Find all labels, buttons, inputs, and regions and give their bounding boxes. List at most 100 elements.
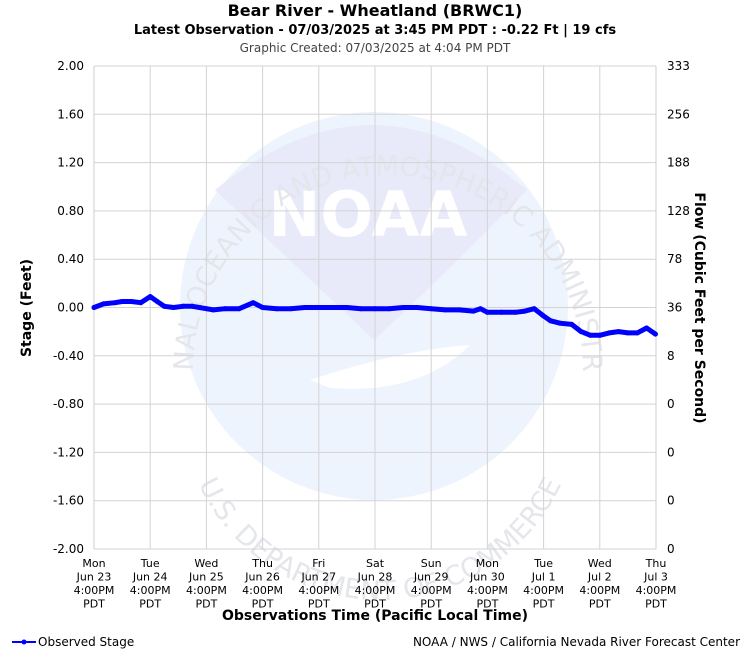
x-tick-label: Tue bbox=[140, 557, 160, 570]
observed-stage-point bbox=[386, 306, 392, 312]
x-tick-label: Jun 24 bbox=[132, 571, 168, 584]
x-tick-label: 4:00PM bbox=[467, 584, 508, 597]
chart-subtitle: Latest Observation - 07/03/2025 at 3:45 … bbox=[134, 23, 616, 38]
x-tick-label: PDT bbox=[476, 598, 498, 611]
y-tick-label: 0.80 bbox=[57, 204, 84, 218]
y2-tick-label: 188 bbox=[667, 156, 690, 170]
observed-stage-point bbox=[196, 305, 202, 310]
y-axis-ticks: 2.00 1.60 1.20 0.80 0.40 0.00 -0.40 -0.80 -1.20 -… bbox=[53, 59, 84, 556]
observed-stage-point bbox=[548, 318, 554, 324]
x-tick-label: Wed bbox=[194, 557, 218, 570]
observed-stage-point bbox=[203, 306, 209, 312]
y-tick-label: 1.60 bbox=[57, 107, 84, 121]
observed-stage-point bbox=[541, 313, 547, 319]
observed-stage-point bbox=[91, 305, 97, 310]
y2-tick-label: 128 bbox=[667, 204, 690, 218]
x-tick-label: Wed bbox=[588, 557, 612, 570]
x-tick-label: Jun 26 bbox=[244, 571, 280, 584]
observed-stage-point bbox=[344, 305, 350, 310]
observed-stage-point bbox=[414, 305, 420, 310]
observed-stage-point bbox=[442, 307, 448, 313]
observed-stage-point bbox=[578, 329, 584, 335]
legend-label: Observed Stage bbox=[38, 635, 134, 649]
y2-tick-label: 0 bbox=[667, 542, 675, 556]
x-tick-label: Thu bbox=[251, 557, 273, 570]
x-tick-label: Fri bbox=[312, 557, 325, 570]
x-tick-label: PDT bbox=[589, 598, 611, 611]
chart-title: Bear River - Wheatland (BRWC1) bbox=[228, 1, 523, 20]
x-tick-label: PDT bbox=[420, 598, 442, 611]
y-tick-label: -1.20 bbox=[53, 445, 84, 459]
y-tick-label: -1.60 bbox=[53, 494, 84, 508]
x-tick-label: Sun bbox=[421, 557, 442, 570]
observed-stage-point bbox=[484, 309, 490, 315]
x-tick-label: 4:00PM bbox=[411, 584, 452, 597]
observed-stage-point bbox=[147, 294, 153, 300]
x-tick-label: Jun 29 bbox=[413, 571, 449, 584]
observed-stage-point bbox=[210, 307, 216, 313]
observed-stage-point bbox=[138, 300, 144, 306]
observed-stage-point bbox=[557, 320, 563, 326]
observed-stage-point bbox=[470, 308, 476, 314]
y-axis-label: Stage (Feet) bbox=[19, 259, 35, 357]
observed-stage-point bbox=[477, 306, 483, 312]
x-tick-label: PDT bbox=[533, 598, 555, 611]
watermark-logo-text: NOAA bbox=[269, 178, 468, 251]
y2-tick-label: 333 bbox=[667, 59, 690, 73]
x-tick-label: Jul 3 bbox=[643, 571, 668, 584]
observed-stage-point bbox=[274, 306, 280, 312]
observed-stage-point bbox=[400, 305, 406, 310]
observed-stage-point bbox=[587, 332, 593, 338]
observed-stage-point bbox=[236, 306, 242, 312]
legend-marker-swatch bbox=[21, 639, 27, 645]
x-tick-label: Thu bbox=[645, 557, 667, 570]
observed-stage-point bbox=[513, 309, 518, 315]
observed-stage-point bbox=[222, 306, 228, 312]
x-tick-label: PDT bbox=[308, 598, 330, 611]
y2-tick-label: 0 bbox=[667, 445, 675, 459]
observed-stage-point bbox=[288, 306, 294, 312]
x-tick-label: 4:00PM bbox=[298, 584, 339, 597]
observed-stage-point bbox=[428, 306, 434, 312]
y2-tick-label: 0 bbox=[667, 397, 675, 411]
observed-stage-point bbox=[569, 321, 575, 327]
observed-stage-point bbox=[456, 307, 462, 313]
observed-stage-point bbox=[112, 300, 118, 306]
observed-stage-point bbox=[154, 299, 160, 304]
observed-stage-point bbox=[522, 308, 528, 314]
y-tick-label: 0.40 bbox=[57, 252, 84, 266]
observed-stage-point bbox=[302, 305, 308, 310]
observed-stage-point bbox=[625, 330, 631, 336]
observed-stage-point bbox=[100, 301, 106, 307]
observed-stage-point bbox=[161, 303, 167, 309]
observed-stage-point bbox=[606, 330, 612, 336]
x-tick-label: 4:00PM bbox=[130, 584, 171, 597]
x-tick-label: PDT bbox=[645, 598, 667, 611]
observed-stage-point bbox=[498, 309, 504, 315]
observed-stage-point bbox=[250, 300, 256, 306]
credit-text: NOAA / NWS / California Nevada River For… bbox=[413, 635, 740, 649]
observed-stage-point bbox=[644, 325, 650, 331]
observed-stage-point bbox=[119, 299, 125, 304]
observed-stage-point bbox=[652, 331, 658, 337]
y2-tick-label: 78 bbox=[667, 252, 682, 266]
x-tick-label: Jun 23 bbox=[76, 571, 112, 584]
x-tick-label: PDT bbox=[139, 598, 161, 611]
y2-tick-label: 36 bbox=[667, 301, 682, 315]
observed-stage-point bbox=[358, 306, 364, 312]
x-tick-label: Jun 30 bbox=[469, 571, 505, 584]
y-tick-label: -0.80 bbox=[53, 397, 84, 411]
observed-stage-point bbox=[171, 305, 177, 310]
x-axis-label: Observations Time (Pacific Local Time) bbox=[222, 608, 528, 624]
x-tick-label: 4:00PM bbox=[355, 584, 396, 597]
y2-tick-label: 0 bbox=[667, 494, 675, 508]
y-tick-label: 2.00 bbox=[57, 59, 84, 73]
observed-stage-point bbox=[330, 305, 336, 310]
y2-tick-label: 8 bbox=[667, 349, 675, 363]
x-tick-label: PDT bbox=[195, 598, 217, 611]
x-tick-label: PDT bbox=[83, 598, 105, 611]
y-tick-label: 0.00 bbox=[57, 301, 84, 315]
observed-stage-point bbox=[616, 329, 621, 335]
